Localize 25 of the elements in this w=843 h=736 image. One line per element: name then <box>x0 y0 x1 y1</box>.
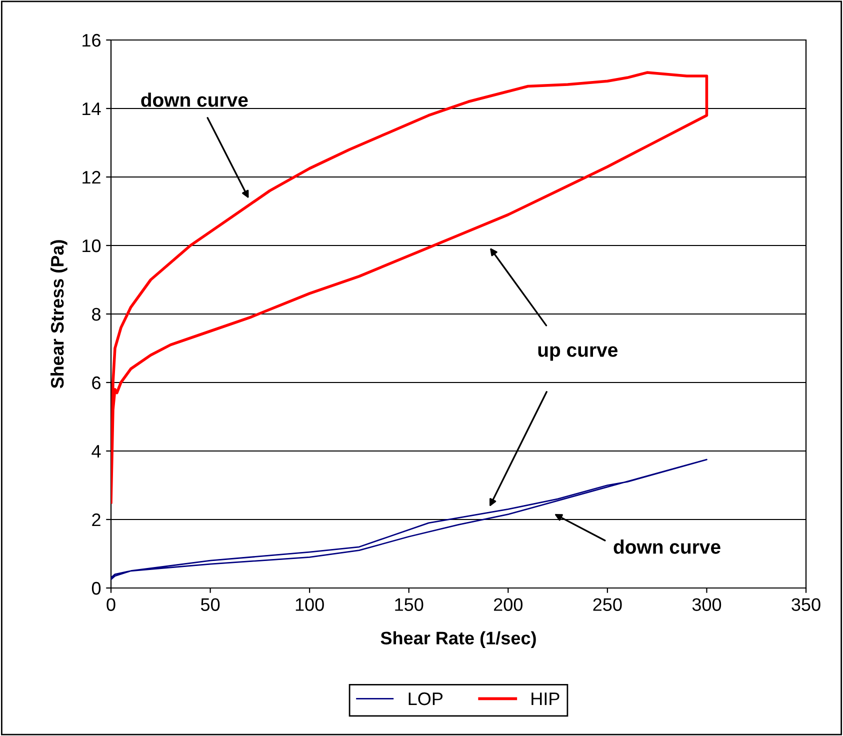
legend-label: LOP <box>408 692 443 706</box>
annotation: down curve <box>614 540 720 554</box>
x-tick-label: 250 <box>593 598 622 611</box>
x-tick-label: 350 <box>792 598 820 611</box>
x-tick-label: 100 <box>296 598 324 611</box>
x-tick-label: 200 <box>494 598 522 611</box>
x-tick-label: 300 <box>692 598 722 611</box>
line-series <box>111 71 708 504</box>
y-tick-label: 12 <box>82 170 100 184</box>
x-tick-label: 50 <box>200 598 220 611</box>
y-axis-title: Shear Stress (Pa) <box>50 240 68 388</box>
x-axis-title: Shear Rate (1/sec) <box>380 631 536 648</box>
y-tick-label: 6 <box>92 376 100 390</box>
y-tick-label: 14 <box>82 102 101 116</box>
y-tick-label: 8 <box>92 308 100 321</box>
y-tick-label: 0 <box>92 582 101 595</box>
y-tick-label: 16 <box>82 34 100 47</box>
x-tick-label: 150 <box>395 598 424 611</box>
y-tick-label: 4 <box>92 445 101 458</box>
y-tick-label: 10 <box>82 239 101 252</box>
annotation: up curve <box>538 346 618 361</box>
x-tick-label: 0 <box>106 598 116 611</box>
annotation: down curve <box>141 92 248 107</box>
legend-label: HIP <box>532 692 560 706</box>
y-tick-label: 2 <box>92 513 100 526</box>
